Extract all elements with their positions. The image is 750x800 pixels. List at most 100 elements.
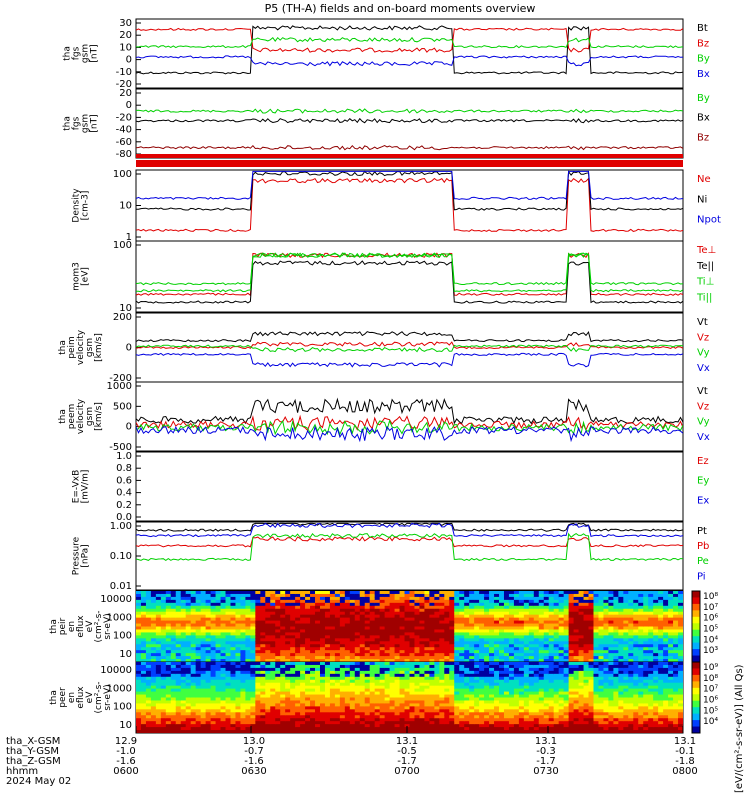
spectrogram-cell <box>583 593 590 598</box>
spectrogram-cell <box>439 667 445 672</box>
spectrogram-cell <box>245 650 251 654</box>
spectrogram-cell <box>414 656 421 660</box>
spectrogram-cell <box>220 682 227 687</box>
spectrogram-cell <box>429 694 435 699</box>
spectrogram-cell <box>603 605 610 610</box>
spectrogram-cell <box>598 602 605 607</box>
spectrogram-cell <box>424 608 430 613</box>
spectrogram-cell <box>588 659 595 662</box>
spectrogram-cell <box>533 632 540 636</box>
spectrogram-cell <box>275 730 281 733</box>
spectrogram-cell <box>449 647 455 651</box>
spectrogram-cell <box>285 676 291 681</box>
spectrogram-cell <box>280 617 286 622</box>
spectrogram-cell <box>305 712 311 716</box>
spectrogram-cell <box>245 614 251 619</box>
spectrogram-cell <box>499 670 505 675</box>
spectrogram-cell <box>290 712 296 716</box>
spectrogram-cell <box>439 730 445 733</box>
spectrogram-cell <box>250 614 256 619</box>
spectrogram-cell <box>359 679 366 684</box>
spectrogram-cell <box>558 596 565 601</box>
spectrogram-cell <box>474 724 480 728</box>
spectrogram-cell <box>603 599 610 604</box>
spectrogram-cell <box>136 670 142 675</box>
spectrogram-cell <box>339 712 346 716</box>
spectrogram-cell <box>200 635 207 639</box>
spectrogram-cell <box>558 685 565 690</box>
spectrogram-cell <box>280 659 286 662</box>
spectrogram-cell <box>364 721 371 725</box>
spectrogram-cell <box>180 626 187 631</box>
spectrogram-cell <box>469 682 475 687</box>
spectrogram-cell <box>449 602 455 607</box>
spectrogram-cell <box>245 623 251 628</box>
spectrogram-cell <box>165 638 172 642</box>
spectrogram-cell <box>165 653 172 657</box>
spectrogram-cell <box>608 629 614 634</box>
spectrogram-cell <box>553 694 560 699</box>
spectrogram-cell <box>334 596 341 601</box>
y-tick-label: 0.8 <box>116 463 132 474</box>
spectrogram-cell <box>439 596 445 601</box>
spectrogram-cell <box>334 691 341 696</box>
spectrogram-cell <box>469 635 475 639</box>
spectrogram-cell <box>220 593 227 598</box>
spectrogram-cell <box>310 641 316 645</box>
spectrogram-cell <box>598 653 605 657</box>
spectrogram-cell <box>160 691 167 696</box>
spectrogram-cell <box>260 673 266 678</box>
spectrogram-cell <box>533 676 540 681</box>
spectrogram-cell <box>384 697 391 702</box>
spectrogram-cell <box>280 647 286 651</box>
spectrogram-cell <box>280 703 286 707</box>
spectrogram-cell <box>424 703 430 707</box>
spectrogram-cell <box>170 653 177 657</box>
spectrogram-cell <box>280 691 286 696</box>
spectrogram-cell <box>220 614 227 619</box>
spectrogram-cell <box>449 694 455 699</box>
spectrogram-cell <box>215 635 222 639</box>
spectrogram-cell <box>578 614 585 619</box>
spectrogram-cell <box>310 602 316 607</box>
spectrogram-cell <box>290 688 296 693</box>
spectrogram-cell <box>429 644 435 648</box>
spectrogram-cell <box>300 599 306 604</box>
spectrogram-cell <box>359 602 366 607</box>
spectrogram-cell <box>543 656 550 660</box>
spectrogram-cell <box>379 712 386 716</box>
spectrogram-cell <box>319 662 326 666</box>
y-axis-label-line: sr-eV) <box>103 684 113 710</box>
spectrogram-cell <box>623 596 629 601</box>
spectrogram-cell <box>205 656 212 660</box>
spectrogram-cell <box>558 644 565 648</box>
spectrogram-cell <box>305 664 311 669</box>
spectrogram-cell <box>270 694 276 699</box>
spectrogram-cell <box>633 635 639 639</box>
spectrogram-cell <box>573 647 580 651</box>
spectrogram-cell <box>518 718 525 722</box>
spectrogram-cell <box>503 688 510 693</box>
spectrogram-cell <box>215 709 222 713</box>
spectrogram-cell <box>220 599 227 604</box>
spectrogram-cell <box>404 599 411 604</box>
spectrogram-cell <box>160 694 167 699</box>
spectrogram-cell <box>449 611 455 616</box>
spectrogram-cell <box>230 629 237 634</box>
spectrogram-cell <box>533 644 540 648</box>
spectrogram-cell <box>290 691 296 696</box>
spectrogram-cell <box>653 632 659 636</box>
spectrogram-cell <box>344 629 351 634</box>
spectrogram-cell <box>334 688 341 693</box>
spectrogram-cell <box>349 694 356 699</box>
spectrogram-cell <box>324 715 331 719</box>
spectrogram-cell <box>265 727 271 731</box>
spectrogram-cell <box>369 682 376 687</box>
spectrogram-cell <box>633 650 639 654</box>
spectrogram-cell <box>613 635 619 639</box>
spectrogram-cell <box>185 673 192 678</box>
series-line-Vx <box>136 352 683 368</box>
spectrogram-cell <box>369 599 376 604</box>
spectrogram-cell <box>538 673 545 678</box>
spectrogram-cell <box>235 638 242 642</box>
